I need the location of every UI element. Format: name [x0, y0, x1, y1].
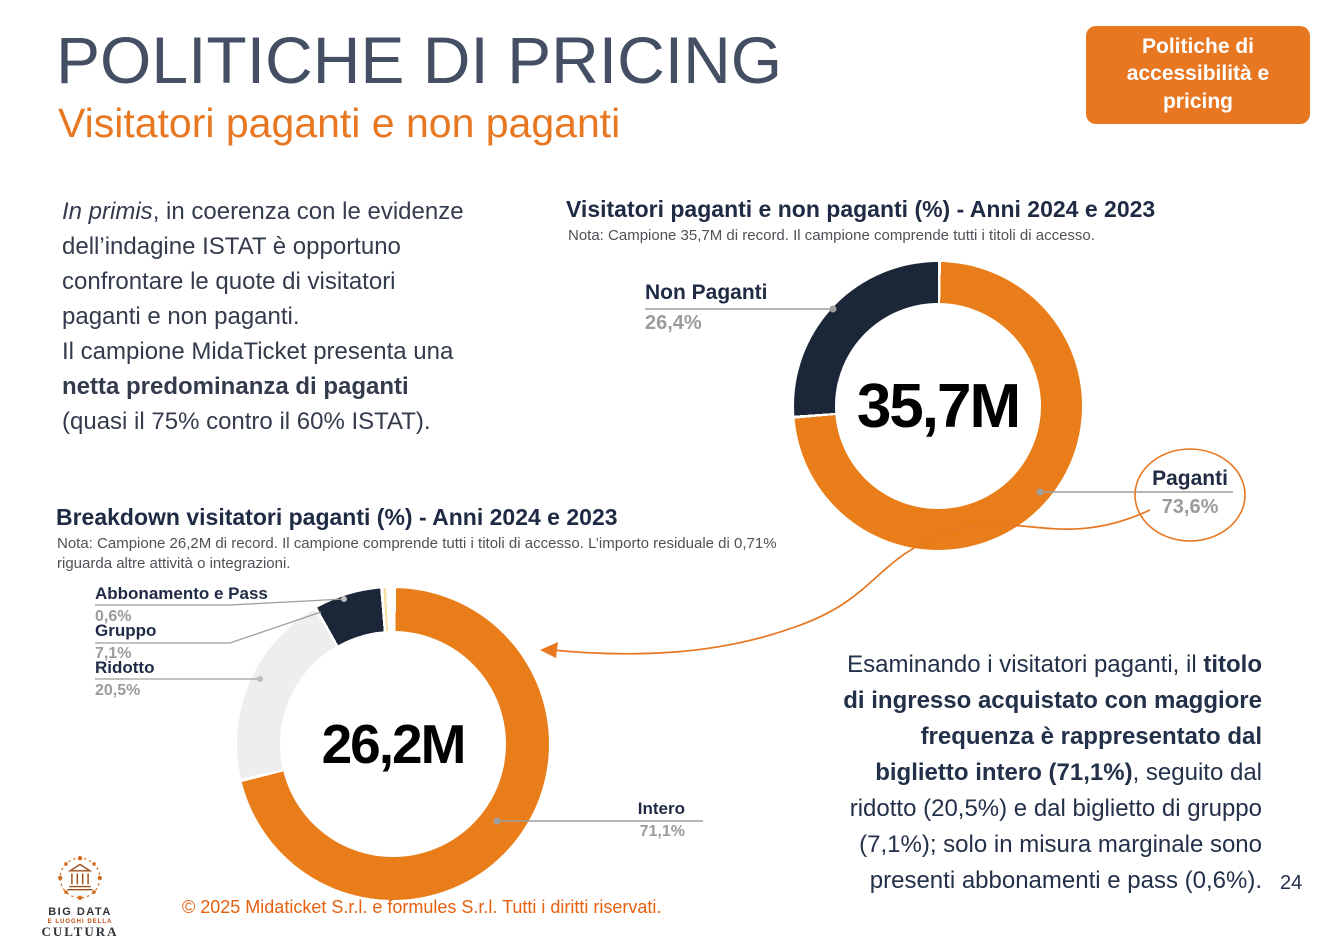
chart1-note: Nota: Campione 35,7M di record. Il campi…	[568, 227, 1095, 244]
paganti-circle-annotation	[1134, 448, 1246, 542]
page-number: 24	[1280, 872, 1303, 894]
callout-non-paganti-value: 26,4%	[645, 312, 702, 334]
paganti-to-breakdown-arrow	[551, 509, 1151, 655]
paying-breakdown-donut-chart: 26,2M	[237, 588, 549, 900]
chart2-title: Breakdown visitatori paganti (%) - Anni …	[56, 504, 618, 530]
page-subtitle: Visitatori paganti e non paganti	[58, 100, 621, 146]
conclusion-paragraph: Esaminando i visitatori paganti, il tito…	[843, 651, 1262, 894]
paying-vs-nonpaying-donut-chart: 35,7M	[794, 262, 1082, 550]
donut2-hole: 26,2M	[280, 631, 506, 857]
logo-text-e-luoghi-della: E LUOGHI DELLA	[47, 918, 113, 925]
big-data-cultura-logo-icon	[58, 856, 102, 900]
logo-text-cultura: CULTURA	[41, 923, 119, 936]
donut1-hole: 35,7M	[835, 303, 1041, 509]
arrow-head-icon	[540, 642, 558, 658]
callout-ridotto-label: Ridotto	[95, 658, 155, 677]
page-title: POLITICHE DI PRICING	[56, 23, 783, 97]
callout-gruppo-value: 7,1%	[95, 645, 132, 662]
callout-intero-value: 71,1%	[639, 823, 685, 840]
callout-paganti-label: Paganti	[1152, 467, 1228, 490]
callout-paganti-value: 73,6%	[1161, 496, 1219, 518]
callout-intero-label: Intero	[637, 799, 685, 818]
intro-paragraph: In primis, in coerenza con le evidenze de…	[62, 198, 464, 435]
footer-logo: BIG DATA E LUOGHI DELLA CULTURA	[18, 851, 142, 936]
logo-text-big-data: BIG DATA	[48, 906, 112, 918]
callout-non-paganti-label: Non Paganti	[645, 281, 768, 304]
callout-gruppo-label: Gruppo	[95, 621, 157, 640]
callout-ridotto-value: 20,5%	[95, 682, 141, 699]
chart1-center-value: 35,7M	[856, 371, 1021, 441]
chart2-note: Nota: Campione 26,2M di record. Il campi…	[57, 535, 777, 572]
topic-badge: Politiche di accessibilità e pricing	[1086, 26, 1310, 124]
footer-copyright: © 2025 Midaticket S.r.l. e formules S.r.…	[182, 897, 662, 917]
temple-icon	[67, 863, 93, 891]
callout-abbonamento-label: Abbonamento e Pass	[95, 584, 268, 603]
chart1-title: Visitatori paganti e non paganti (%) - A…	[566, 196, 1156, 222]
chart2-center-value: 26,2M	[321, 713, 467, 775]
